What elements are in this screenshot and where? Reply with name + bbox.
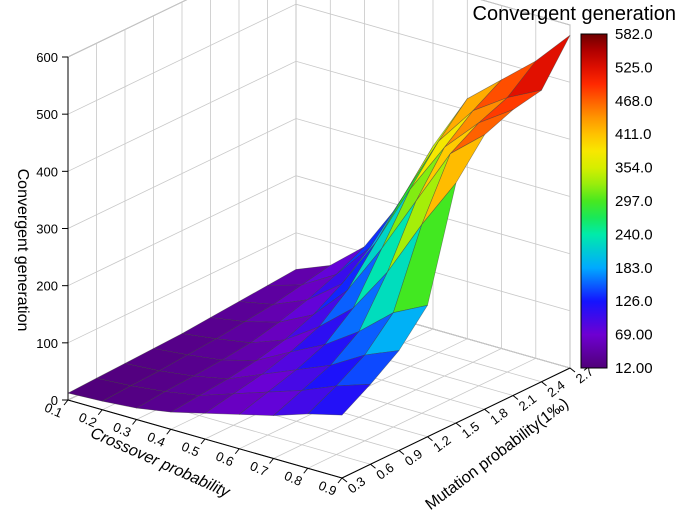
x-tick-label: 0.6 bbox=[214, 448, 237, 469]
y-tick-mark bbox=[455, 422, 462, 428]
z-tick-label: 0 bbox=[51, 393, 58, 408]
y-tick-label: 1.8 bbox=[487, 405, 510, 428]
y-tick-mark bbox=[427, 436, 433, 442]
colorbar-tick-label: 297.0 bbox=[615, 193, 653, 210]
x-tick-mark bbox=[303, 467, 309, 474]
colorbar-tick-label: 582.0 bbox=[615, 26, 653, 43]
z-tick-label: 200 bbox=[36, 279, 58, 294]
axis-ticks: 0.1 0.2 0.3 0.4 0.5 0.6 0.7 0.8 0.9 0.30.60.91.21… bbox=[36, 50, 596, 499]
x-tick-label: 0.7 bbox=[248, 458, 271, 479]
z-tick-label: 500 bbox=[36, 107, 58, 122]
x-tick-label: 0.9 bbox=[316, 478, 339, 499]
x-tick-label: 0.2 bbox=[77, 409, 100, 430]
x-tick-label: 0.8 bbox=[282, 468, 305, 489]
surface-mesh bbox=[67, 34, 571, 416]
colorbar-tick-label: 525.0 bbox=[615, 59, 653, 76]
z-tick-label: 600 bbox=[36, 50, 58, 65]
y-tick-label: 0.3 bbox=[345, 474, 368, 497]
x-tick-label: 0.3 bbox=[111, 419, 134, 440]
colorbar-tick-label: 354.0 bbox=[615, 160, 653, 177]
y-tick-mark bbox=[341, 477, 348, 483]
y-tick-mark bbox=[398, 450, 405, 455]
x-tick-mark bbox=[97, 409, 103, 416]
x-tick-label: 0.5 bbox=[179, 439, 202, 460]
z-tick-label: 400 bbox=[36, 164, 58, 179]
colorbar-tick-label: 126.0 bbox=[615, 293, 653, 310]
y-tick-label: 0.9 bbox=[402, 446, 425, 469]
colorbar-tick-label: 411.0 bbox=[615, 126, 651, 143]
y-tick-label: 2.4 bbox=[544, 377, 567, 400]
x-tick-label: 0.1 bbox=[42, 400, 65, 421]
y-tick-label: 1.5 bbox=[459, 419, 482, 442]
x-tick-mark bbox=[234, 448, 240, 455]
colorbar-title: Convergent generation bbox=[473, 3, 676, 25]
y-tick-mark bbox=[484, 408, 490, 414]
z-axis-label: Convergent generation bbox=[14, 169, 31, 332]
y-tick-mark bbox=[569, 367, 576, 373]
x-tick-mark bbox=[200, 438, 206, 445]
colorbar-gradient bbox=[580, 33, 608, 369]
x-tick-mark bbox=[63, 399, 69, 406]
y-tick-label: 1.2 bbox=[430, 432, 453, 455]
x-tick-label: 0.4 bbox=[145, 429, 168, 450]
x-tick-mark bbox=[166, 428, 172, 435]
surface-cell bbox=[506, 34, 571, 98]
z-tick-label: 300 bbox=[36, 222, 58, 237]
x-tick-mark bbox=[269, 458, 274, 464]
surface-cell bbox=[307, 383, 371, 416]
y-tick-label: 2.1 bbox=[516, 391, 539, 414]
y-tick-label: 0.6 bbox=[373, 460, 396, 483]
colorbar-tick-label: 69.00 bbox=[615, 327, 653, 344]
y-tick-mark bbox=[512, 395, 519, 400]
colorbar-tick-label: 240.0 bbox=[615, 226, 653, 243]
colorbar-tick-label: 468.0 bbox=[615, 93, 653, 110]
z-gridline bbox=[67, 0, 571, 58]
colorbar-tick-label: 183.0 bbox=[615, 260, 653, 277]
y-tick-mark bbox=[541, 381, 547, 387]
y-tick-mark bbox=[370, 463, 376, 469]
colorbar-tick-label: 12.00 bbox=[615, 360, 653, 377]
colorbar: 582.0 525.0 468.0 411.0 354.0 297.0 240.0 183.0… bbox=[580, 26, 653, 377]
z-tick-label: 100 bbox=[36, 336, 58, 351]
x-tick-mark bbox=[132, 419, 137, 425]
x-tick-mark bbox=[337, 477, 343, 484]
